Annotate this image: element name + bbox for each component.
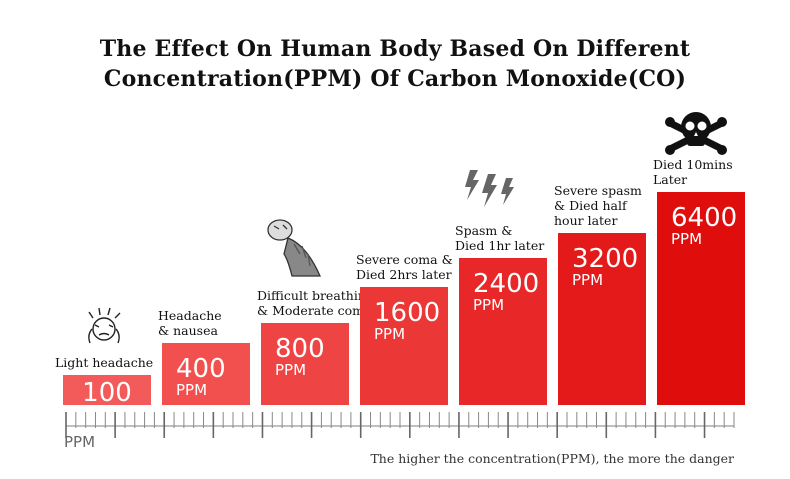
icons-layer — [88, 112, 727, 344]
bar-description-line: Light headache — [55, 355, 153, 370]
skull-crossbones-icon — [665, 112, 727, 155]
ruler-axis — [65, 412, 735, 438]
chart-title-line-1: The Effect On Human Body Based On Differ… — [99, 36, 691, 62]
bar-value-label: 400 — [176, 354, 226, 384]
bar-value-label: 2400 — [473, 269, 539, 299]
bar-group-100: 100 Light headache — [55, 355, 153, 408]
bar-unit-label: PPM — [275, 361, 306, 379]
chart-title-line-2: Concentration(PPM) Of Carbon Monoxide(CO… — [103, 66, 687, 92]
bar-unit-label: PPM — [176, 381, 207, 399]
bar-6400 — [657, 192, 745, 405]
bar-description-line: Spasm & — [455, 223, 512, 238]
bar-400 — [162, 343, 250, 405]
bar-description-line: Severe coma & — [356, 252, 453, 267]
bar-description-line: Severe spasm — [554, 183, 642, 198]
headache-icon — [88, 307, 121, 344]
bar-unit-label: PPM — [473, 296, 504, 314]
chart-title: The Effect On Human Body Based On Differ… — [0, 34, 790, 94]
bar-unit-label: PPM — [572, 271, 603, 289]
bar-description-line: Died 10mins — [653, 157, 733, 172]
dizzy-person-icon — [267, 219, 321, 277]
bar-description-line: Headache — [158, 308, 222, 323]
bar-description-line: & Died half — [554, 198, 628, 213]
bar-description-line: Difficult breathing — [257, 288, 374, 303]
bar-800 — [261, 323, 349, 405]
bar-2400 — [459, 258, 547, 405]
bar-value-label: 6400 — [671, 203, 737, 233]
bar-description-line: Died 1hr later — [455, 238, 544, 253]
spasm-icon — [465, 170, 514, 207]
bar-value-label: 100 — [82, 378, 132, 408]
bar-unit-label: PPM — [671, 230, 702, 248]
bar-value-label: 3200 — [572, 244, 638, 274]
bar-unit-label: PPM — [374, 325, 405, 343]
bar-description-line: Died 2hrs later — [356, 267, 452, 282]
axis-unit-label: PPM — [64, 433, 95, 451]
bar-description-line: & nausea — [158, 323, 218, 338]
footnote: The higher the concentration(PPM), the m… — [370, 451, 734, 466]
bar-description-line: & Moderate coma — [257, 303, 372, 318]
bar-value-label: 800 — [275, 334, 325, 364]
bar-3200 — [558, 233, 646, 405]
bar-1600 — [360, 287, 448, 405]
bar-100 — [63, 375, 151, 405]
bar-description-line: hour later — [554, 213, 617, 228]
bar-description-line: Later — [653, 172, 687, 187]
bar-value-label: 1600 — [374, 298, 440, 328]
